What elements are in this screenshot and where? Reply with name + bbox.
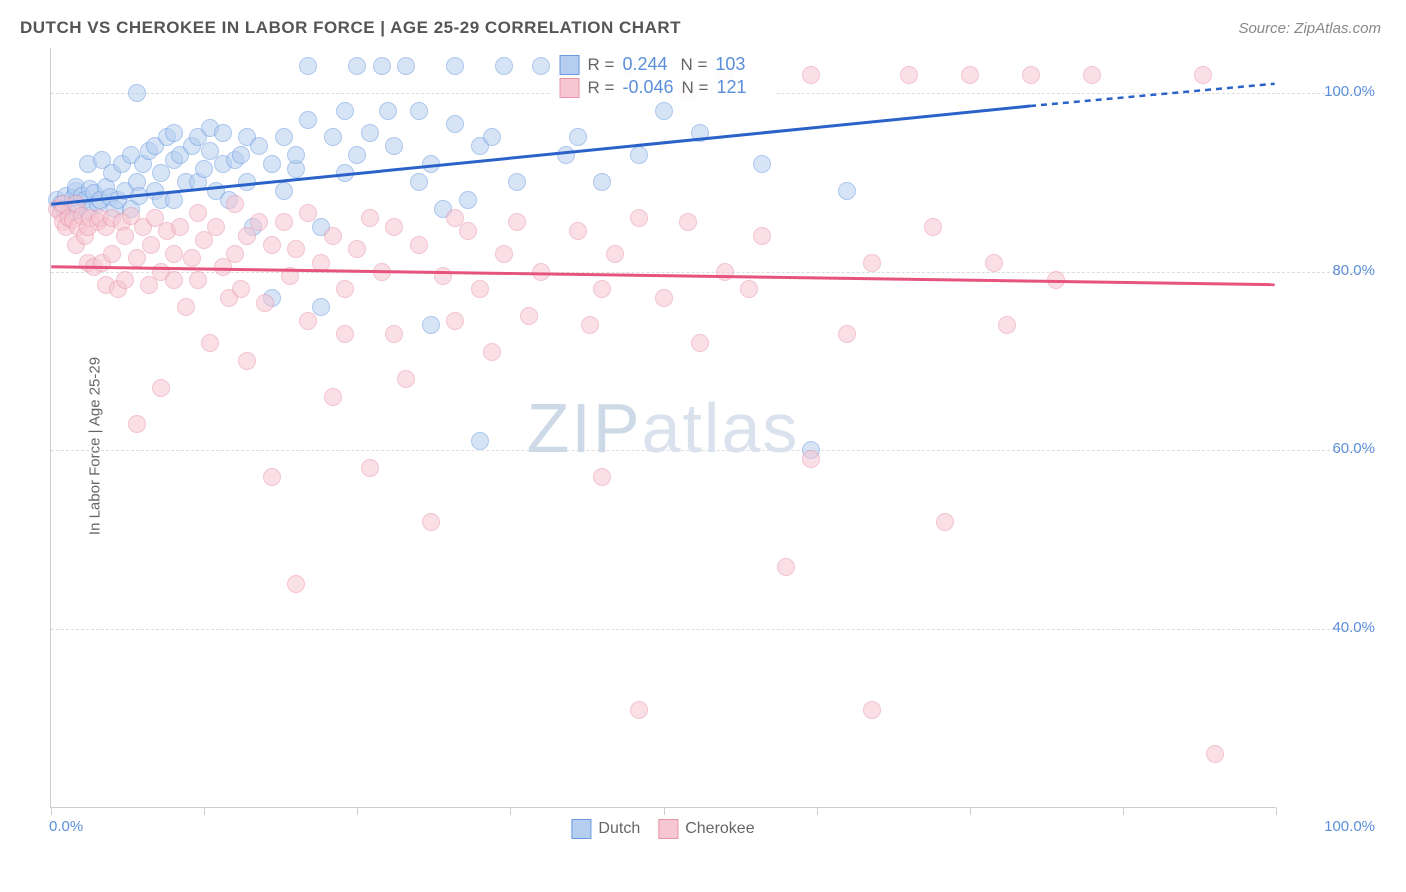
plot-area: ZIPatlas 40.0%60.0%80.0%100.0% R = 0.244…	[50, 48, 1275, 808]
chart-title: DUTCH VS CHEROKEE IN LABOR FORCE | AGE 2…	[20, 18, 681, 38]
stats-legend: R = 0.244 N = 103 R = -0.046 N = 121	[552, 50, 775, 102]
legend-item-dutch: Dutch	[571, 819, 640, 839]
dutch-legend-swatch	[571, 819, 591, 839]
watermark: ZIPatlas	[527, 388, 800, 468]
x-max-label: 100.0%	[1324, 818, 1375, 835]
stats-row-cherokee: R = -0.046 N = 121	[560, 77, 767, 98]
x-min-label: 0.0%	[49, 818, 83, 835]
chart-container: DUTCH VS CHEROKEE IN LABOR FORCE | AGE 2…	[0, 0, 1406, 892]
source-label: Source: ZipAtlas.com	[1238, 20, 1381, 37]
cherokee-swatch	[560, 78, 580, 98]
stats-row-dutch: R = 0.244 N = 103	[560, 54, 767, 75]
dutch-swatch	[560, 55, 580, 75]
cherokee-legend-swatch	[658, 819, 678, 839]
series-legend: Dutch Cherokee	[571, 819, 754, 839]
legend-item-cherokee: Cherokee	[658, 819, 754, 839]
